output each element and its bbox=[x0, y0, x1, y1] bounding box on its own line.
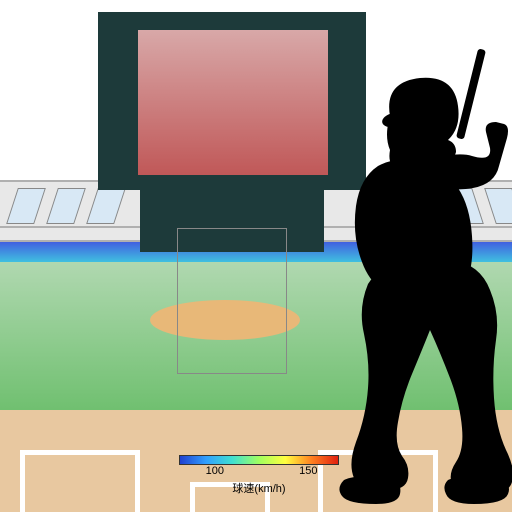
tick-label: 100 bbox=[206, 465, 224, 477]
legend-ticks: 100 150 bbox=[174, 465, 344, 479]
batter-box-line bbox=[135, 450, 140, 520]
seat-block bbox=[6, 188, 46, 224]
pitch-location-scene: 100 150 球速(km/h) bbox=[0, 0, 512, 512]
tick-label: 150 bbox=[299, 465, 317, 477]
seat-block bbox=[46, 188, 86, 224]
speed-legend: 100 150 球速(km/h) bbox=[174, 455, 344, 496]
seat-block bbox=[86, 188, 126, 224]
legend-axis-label: 球速(km/h) bbox=[174, 480, 344, 496]
speed-colorbar bbox=[179, 455, 339, 465]
batter-box-line bbox=[20, 450, 140, 455]
strike-zone bbox=[177, 228, 287, 374]
batter-box-line bbox=[20, 450, 25, 520]
batter-silhouette bbox=[282, 48, 512, 508]
